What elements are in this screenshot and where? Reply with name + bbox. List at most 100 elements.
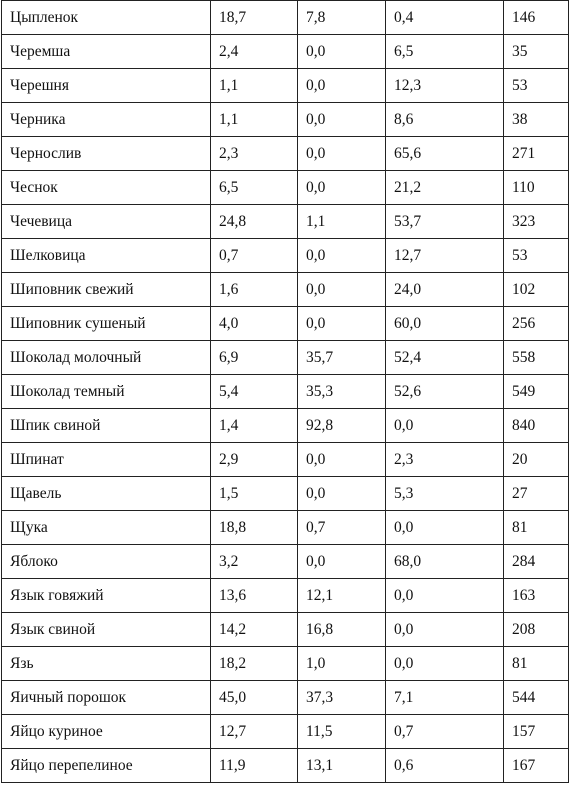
product-name: Яблоко xyxy=(1,544,211,579)
calories: 38 xyxy=(503,102,569,137)
carbs: 0,7 xyxy=(385,714,504,749)
calories: 840 xyxy=(503,408,569,443)
calories: 544 xyxy=(503,680,569,715)
table-row: Шоколад молочный 6,9 35,7 52,4 558 xyxy=(1,340,569,375)
product-name: Щавель xyxy=(1,476,211,511)
carbs: 0,4 xyxy=(385,0,504,35)
calories: 146 xyxy=(503,0,569,35)
table-row: Чернослив 2,3 0,0 65,6 271 xyxy=(1,136,569,171)
fat: 0,0 xyxy=(297,544,386,579)
fat: 11,5 xyxy=(297,714,386,749)
calories: 110 xyxy=(503,170,569,205)
product-name: Язык говяжий xyxy=(1,578,211,613)
table-row: Шоколад темный 5,4 35,3 52,6 549 xyxy=(1,374,569,409)
carbs: 12,7 xyxy=(385,238,504,273)
product-name: Шпинат xyxy=(1,442,211,477)
calories: 163 xyxy=(503,578,569,613)
product-name: Чечевица xyxy=(1,204,211,239)
protein: 12,7 xyxy=(210,714,298,749)
carbs: 0,0 xyxy=(385,646,504,681)
table-row: Щука 18,8 0,7 0,0 81 xyxy=(1,510,569,545)
carbs: 52,6 xyxy=(385,374,504,409)
fat: 0,0 xyxy=(297,102,386,137)
protein: 2,3 xyxy=(210,136,298,171)
product-name: Язь xyxy=(1,646,211,681)
table-row: Язь 18,2 1,0 0,0 81 xyxy=(1,646,569,681)
product-name: Цыпленок xyxy=(1,0,211,35)
carbs: 52,4 xyxy=(385,340,504,375)
protein: 45,0 xyxy=(210,680,298,715)
carbs: 8,6 xyxy=(385,102,504,137)
table-row: Шпинат 2,9 0,0 2,3 20 xyxy=(1,442,569,477)
protein: 2,4 xyxy=(210,34,298,69)
protein: 3,2 xyxy=(210,544,298,579)
carbs: 7,1 xyxy=(385,680,504,715)
table-row: Черешня 1,1 0,0 12,3 53 xyxy=(1,68,569,103)
carbs: 0,0 xyxy=(385,510,504,545)
calories: 167 xyxy=(503,748,569,783)
fat: 0,0 xyxy=(297,136,386,171)
product-name: Шоколад темный xyxy=(1,374,211,409)
product-name: Яйцо перепелиное xyxy=(1,748,211,783)
protein: 18,2 xyxy=(210,646,298,681)
product-name: Шпик свиной xyxy=(1,408,211,443)
protein: 2,9 xyxy=(210,442,298,477)
calories: 157 xyxy=(503,714,569,749)
carbs: 24,0 xyxy=(385,272,504,307)
product-name: Яичный порошок xyxy=(1,680,211,715)
table-row: Шиповник свежий 1,6 0,0 24,0 102 xyxy=(1,272,569,307)
fat: 1,1 xyxy=(297,204,386,239)
table-row: Язык говяжий 13,6 12,1 0,0 163 xyxy=(1,578,569,613)
table-row: Щавель 1,5 0,0 5,3 27 xyxy=(1,476,569,511)
carbs: 2,3 xyxy=(385,442,504,477)
calories: 81 xyxy=(503,646,569,681)
product-name: Шелковица xyxy=(1,238,211,273)
product-name: Черемша xyxy=(1,34,211,69)
carbs: 5,3 xyxy=(385,476,504,511)
table-row: Язык свиной 14,2 16,8 0,0 208 xyxy=(1,612,569,647)
protein: 1,1 xyxy=(210,68,298,103)
fat: 0,0 xyxy=(297,442,386,477)
protein: 11,9 xyxy=(210,748,298,783)
carbs: 21,2 xyxy=(385,170,504,205)
fat: 35,3 xyxy=(297,374,386,409)
calories: 271 xyxy=(503,136,569,171)
carbs: 53,7 xyxy=(385,204,504,239)
table-row: Цыпленок 18,7 7,8 0,4 146 xyxy=(1,0,569,35)
calories: 208 xyxy=(503,612,569,647)
calories: 102 xyxy=(503,272,569,307)
product-name: Шиповник свежий xyxy=(1,272,211,307)
table-row: Шпик свиной 1,4 92,8 0,0 840 xyxy=(1,408,569,443)
protein: 1,1 xyxy=(210,102,298,137)
table-row: Яйцо перепелиное 11,9 13,1 0,6 167 xyxy=(1,748,569,783)
table-row: Шиповник сушеный 4,0 0,0 60,0 256 xyxy=(1,306,569,341)
product-name: Щука xyxy=(1,510,211,545)
protein: 13,6 xyxy=(210,578,298,613)
table-row: Черемша 2,4 0,0 6,5 35 xyxy=(1,34,569,69)
protein: 4,0 xyxy=(210,306,298,341)
protein: 5,4 xyxy=(210,374,298,409)
fat: 35,7 xyxy=(297,340,386,375)
fat: 0,0 xyxy=(297,272,386,307)
calories: 53 xyxy=(503,238,569,273)
fat: 1,0 xyxy=(297,646,386,681)
table-row: Шелковица 0,7 0,0 12,7 53 xyxy=(1,238,569,273)
carbs: 0,0 xyxy=(385,612,504,647)
table-row: Черника 1,1 0,0 8,6 38 xyxy=(1,102,569,137)
fat: 37,3 xyxy=(297,680,386,715)
calories: 549 xyxy=(503,374,569,409)
protein: 6,9 xyxy=(210,340,298,375)
fat: 12,1 xyxy=(297,578,386,613)
fat: 13,1 xyxy=(297,748,386,783)
fat: 0,0 xyxy=(297,170,386,205)
carbs: 65,6 xyxy=(385,136,504,171)
product-name: Яйцо куриное xyxy=(1,714,211,749)
protein: 18,8 xyxy=(210,510,298,545)
calories: 558 xyxy=(503,340,569,375)
calories: 256 xyxy=(503,306,569,341)
fat: 7,8 xyxy=(297,0,386,35)
table-row: Чеснок 6,5 0,0 21,2 110 xyxy=(1,170,569,205)
table-row: Чечевица 24,8 1,1 53,7 323 xyxy=(1,204,569,239)
calories: 53 xyxy=(503,68,569,103)
fat: 16,8 xyxy=(297,612,386,647)
